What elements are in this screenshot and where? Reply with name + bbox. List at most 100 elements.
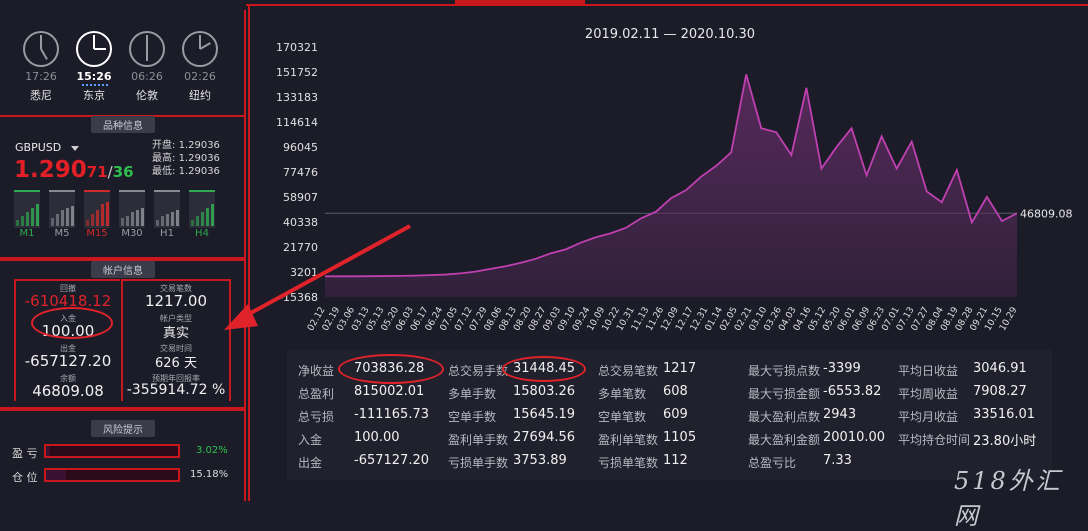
- stat-label: 出金: [298, 456, 323, 470]
- profit-value: 3.02%: [196, 445, 228, 456]
- stat-label: 多单手数: [448, 387, 497, 401]
- stat-label: 最大亏损点数: [748, 364, 821, 378]
- clock-newyork-icon: [182, 31, 218, 67]
- stat-value: 23.80小时: [973, 434, 1037, 449]
- stat-label: 盈利单笔数: [598, 433, 659, 447]
- stat-value: 112: [663, 453, 688, 468]
- clock-tokyo-icon: [76, 31, 112, 67]
- withdraw-value: -657127.20: [24, 352, 112, 370]
- risk-panel-title: 风险提示: [91, 420, 155, 437]
- profit-bar-fill: [46, 446, 50, 456]
- stat-label: 总盈亏比: [748, 456, 797, 470]
- equity-area: [325, 74, 1017, 297]
- total-lots-highlight-ellipse: [502, 356, 586, 382]
- strength-bar: [191, 220, 194, 226]
- balance-label: 余额: [60, 374, 76, 383]
- watermark: 518外汇网: [954, 467, 1063, 530]
- equity-line: [325, 74, 1018, 278]
- equity-chart: 170321 151752 133183 114614 96045 77476 58907 4…: [276, 41, 1073, 333]
- timeframe-label-h4[interactable]: H4: [195, 228, 209, 239]
- drawdown-label: 回撤: [60, 284, 76, 293]
- symbol-selector[interactable]: GBPUSD: [15, 141, 79, 154]
- active-indicator: [82, 84, 108, 88]
- symbol-panel-title: 品种信息: [91, 116, 155, 133]
- strength-bar: [131, 212, 134, 226]
- stat-label: 入金: [298, 433, 323, 447]
- top-divider: [246, 4, 1088, 6]
- strength-bar: [166, 214, 169, 226]
- strength-bar: [106, 202, 109, 226]
- withdraw-label: 出金: [60, 344, 76, 353]
- stat-value: 3046.91: [973, 361, 1027, 376]
- timeframe-label-m1[interactable]: M1: [19, 228, 35, 239]
- stat-label: 空单手数: [448, 410, 497, 424]
- top-tab-marker: [455, 0, 585, 4]
- stat-label: 盈利单手数: [448, 433, 509, 447]
- stat-value: 2943: [823, 407, 857, 422]
- clock-city-newyork: 纽约: [189, 89, 211, 102]
- stat-label: 空单笔数: [598, 410, 647, 424]
- y-tick-label: 114614: [276, 116, 318, 129]
- net-profit-highlight-ellipse: [338, 354, 444, 384]
- timeframe-label-h1[interactable]: H1: [160, 228, 174, 239]
- ohl-info: 开盘: 1.29036 最高: 1.29036 最低: 1.29036: [152, 140, 220, 177]
- stat-value: 1217: [663, 361, 697, 376]
- strength-bar: [126, 216, 129, 226]
- strength-bar: [136, 210, 139, 226]
- y-tick-label: 170321: [276, 41, 318, 54]
- strength-bar: [61, 210, 64, 226]
- position-bar: [44, 468, 180, 482]
- timeframe-label-m15[interactable]: M15: [86, 228, 108, 239]
- risk-panel: [0, 409, 246, 501]
- stat-value: 33516.01: [973, 407, 1036, 422]
- clock-time-tokyo: 15:26: [76, 70, 112, 83]
- price-ask-digits: 36: [112, 163, 134, 181]
- y-tick-label: 151752: [276, 66, 318, 79]
- clock-city-sydney: 悉尼: [30, 89, 52, 102]
- stat-label: 平均周收益: [898, 387, 959, 401]
- clock-time-sydney: 17:26: [25, 70, 57, 83]
- strength-bar: [171, 212, 174, 226]
- trades-value: 1217.00: [144, 292, 208, 310]
- trades-label: 交易笔数: [160, 284, 192, 293]
- timeframe-label-m5[interactable]: M5: [54, 228, 70, 239]
- strength-bar: [101, 204, 104, 226]
- strength-bar: [161, 216, 164, 226]
- strength-bar: [36, 204, 39, 226]
- balance-value: 46809.08: [32, 382, 104, 400]
- clock-sydney-icon: [23, 31, 59, 67]
- stat-label: 最大盈利点数: [748, 410, 821, 424]
- timeframe-label-m30[interactable]: M30: [121, 228, 143, 239]
- account-info-panel: [0, 259, 246, 409]
- chevron-down-icon: [70, 145, 79, 151]
- profit-bar: [44, 444, 180, 458]
- stat-value: 815002.01: [354, 384, 425, 399]
- clock-city-tokyo: 东京: [83, 89, 105, 102]
- strength-bar: [211, 204, 214, 226]
- stat-label: 亏损单手数: [448, 456, 509, 470]
- position-label: 仓 位: [12, 471, 38, 484]
- strength-bar: [196, 216, 199, 226]
- strength-bar: [86, 220, 89, 226]
- strength-bar: [21, 216, 24, 226]
- clock-time-london: 06:26: [131, 70, 163, 83]
- strength-bar: [91, 214, 94, 226]
- stat-value: -657127.20: [354, 453, 429, 468]
- stat-label: 总亏损: [298, 410, 335, 424]
- stat-value: 3753.89: [513, 453, 567, 468]
- account-type-label: 帐户类型: [160, 314, 192, 323]
- stat-label: 最大亏损金额: [748, 387, 821, 401]
- clock-panel: [0, 10, 246, 115]
- account-inner-frame: [14, 279, 120, 401]
- clock-london-icon: [129, 31, 165, 67]
- drawdown-value: -610418.12: [24, 292, 112, 310]
- strength-bar: [71, 206, 74, 226]
- stat-value: 7.33: [823, 453, 852, 468]
- strength-bar: [16, 220, 19, 226]
- symbol-name: GBPUSD: [15, 141, 62, 154]
- chart-title: 2019.02.11 — 2020.10.30: [584, 27, 756, 42]
- strength-bar: [141, 208, 144, 226]
- price-bid-digits: 71: [86, 163, 108, 181]
- account-inner-frame-right: [121, 279, 231, 401]
- stat-label: 平均月收益: [898, 410, 959, 424]
